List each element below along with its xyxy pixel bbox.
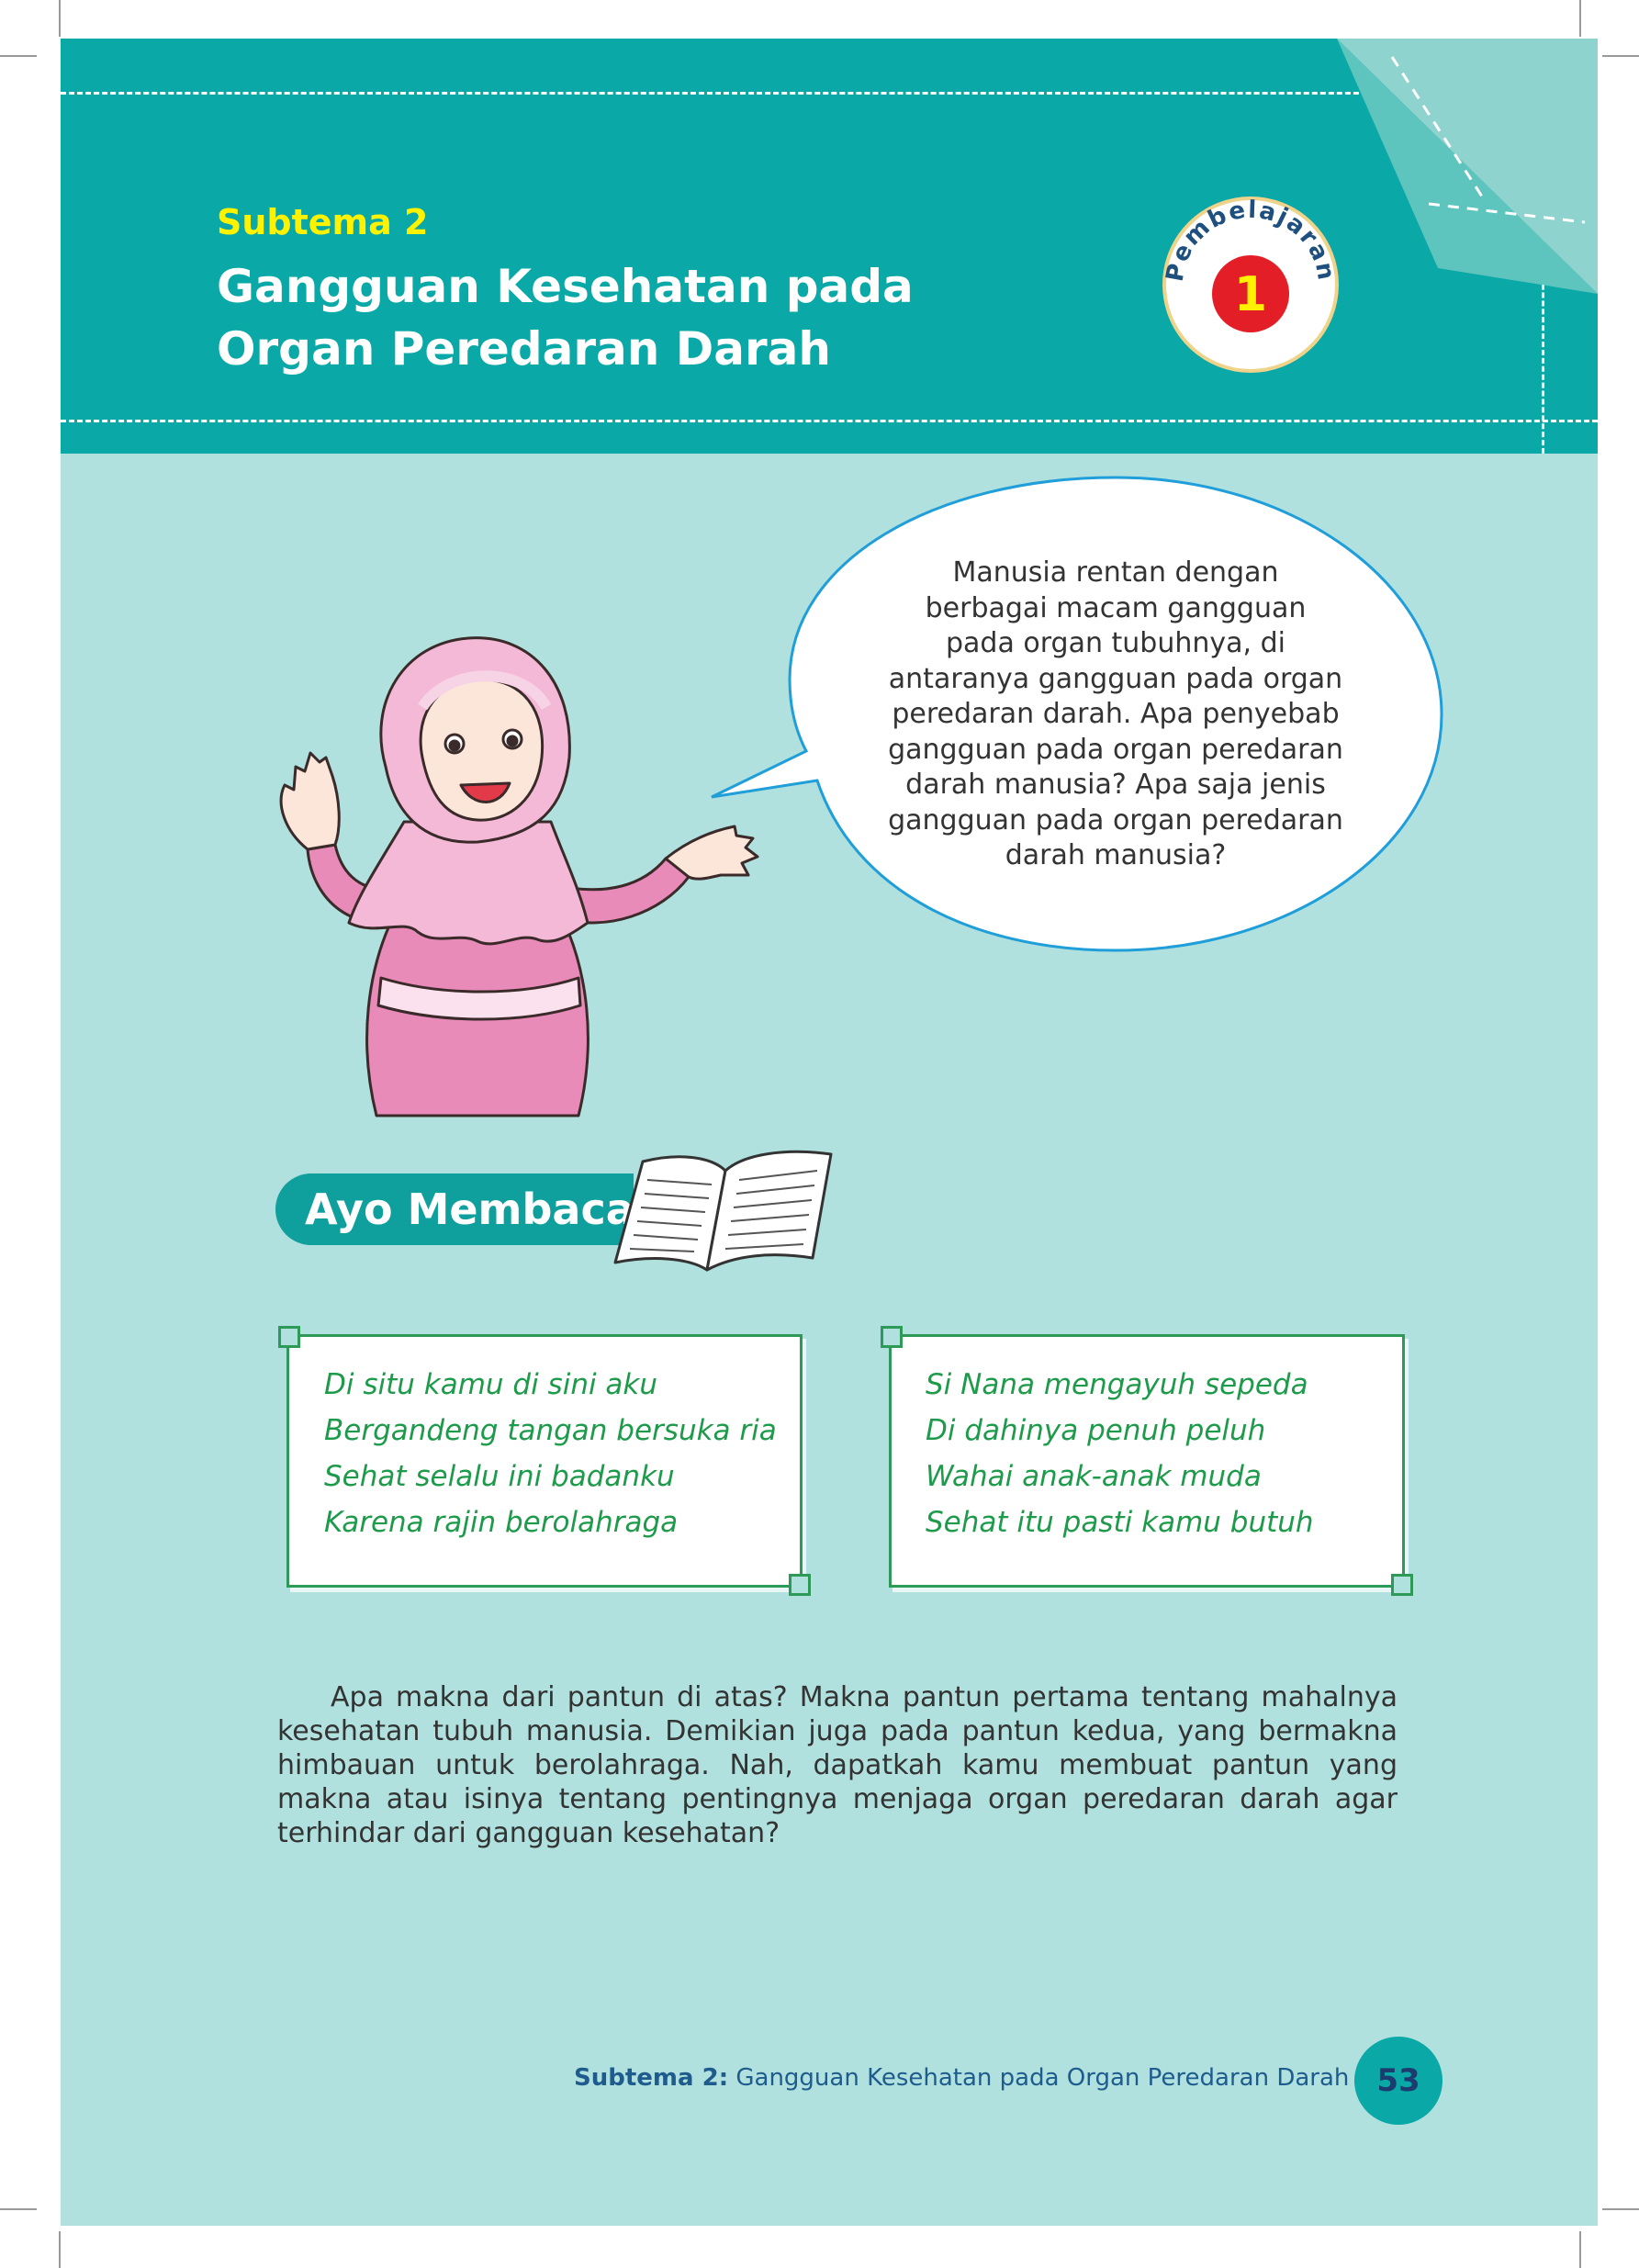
folded-corner-icon — [1337, 39, 1598, 294]
crop-mark — [59, 2231, 61, 2268]
bubble-line: Manusia rentan dengan — [952, 556, 1279, 589]
footer-subtema-text: Gangguan Kesehatan pada Organ Peredaran … — [728, 2064, 1350, 2092]
title-line: Gangguan Kesehatan pada — [217, 260, 914, 313]
bubble-line: antaranya gangguan pada organ — [888, 662, 1343, 695]
pantun-line: Sehat itu pasti kamu butuh — [926, 1506, 1314, 1539]
bubble-line: gangguan pada organ peredaran — [888, 733, 1343, 766]
page-number: 53 — [1354, 2037, 1443, 2125]
pantun-line: Karena rajin berolahraga — [324, 1506, 679, 1539]
crop-mark — [1602, 55, 1639, 57]
pantun-line: Wahai anak-anak muda — [926, 1460, 1262, 1493]
header-banner — [61, 39, 1598, 454]
pantun-line: Si Nana mengayuh sepeda — [926, 1368, 1308, 1401]
pantun-line: Sehat selalu ini badanku — [324, 1460, 675, 1493]
bubble-line: pada organ tubuhnya, di — [946, 627, 1285, 659]
crop-mark — [0, 2208, 37, 2210]
dashed-line — [61, 420, 1598, 422]
section-header-pill — [275, 1173, 634, 1245]
pantun-line: Di dahinya penuh peluh — [926, 1414, 1266, 1447]
bubble-line: darah manusia? Apa saja jenis — [905, 769, 1326, 801]
dashed-line — [61, 92, 1392, 95]
subtema-label: Subtema 2 — [217, 202, 429, 242]
bubble-line: peredaran darah. Apa penyebab — [892, 698, 1340, 730]
bubble-line: berbagai macam gangguan — [925, 591, 1307, 624]
open-book-icon — [613, 1150, 833, 1272]
pembelajaran-badge: Pembelajaran 1 — [1161, 195, 1341, 375]
pantun-box-1 — [278, 1326, 811, 1596]
crop-mark — [1579, 2231, 1581, 2268]
pantun-box-2 — [881, 1326, 1413, 1596]
section-title: Ayo Membaca — [305, 1185, 634, 1234]
bubble-line: gangguan pada organ peredaran — [888, 803, 1343, 836]
crop-mark — [0, 55, 37, 57]
footer-running-title: Subtema 2: Gangguan Kesehatan pada Organ… — [574, 2064, 1349, 2092]
page-title: Gangguan Kesehatan pada Organ Peredaran … — [217, 255, 1043, 380]
page — [61, 39, 1598, 2226]
paragraph-text: Apa makna dari pantun di atas? Makna pan… — [277, 1681, 1398, 1849]
title-line: Organ Peredaran Darah — [217, 322, 831, 376]
body-paragraph: Apa makna dari pantun di atas? Makna pan… — [277, 1680, 1398, 1850]
badge-number: 1 — [1234, 267, 1267, 322]
footer-subtema-label: Subtema 2: — [574, 2064, 729, 2092]
crop-mark — [1579, 0, 1581, 37]
girl-illustration — [279, 636, 759, 1117]
speech-bubble-text: Manusia rentan dengan berbagai macam gan… — [859, 556, 1373, 874]
crop-mark — [59, 0, 61, 37]
pantun-line: Di situ kamu di sini aku — [324, 1368, 658, 1401]
bubble-line: darah manusia? — [1005, 839, 1227, 871]
pantun-line: Bergandeng tangan bersuka ria — [324, 1414, 777, 1447]
crop-mark — [1602, 2208, 1639, 2210]
